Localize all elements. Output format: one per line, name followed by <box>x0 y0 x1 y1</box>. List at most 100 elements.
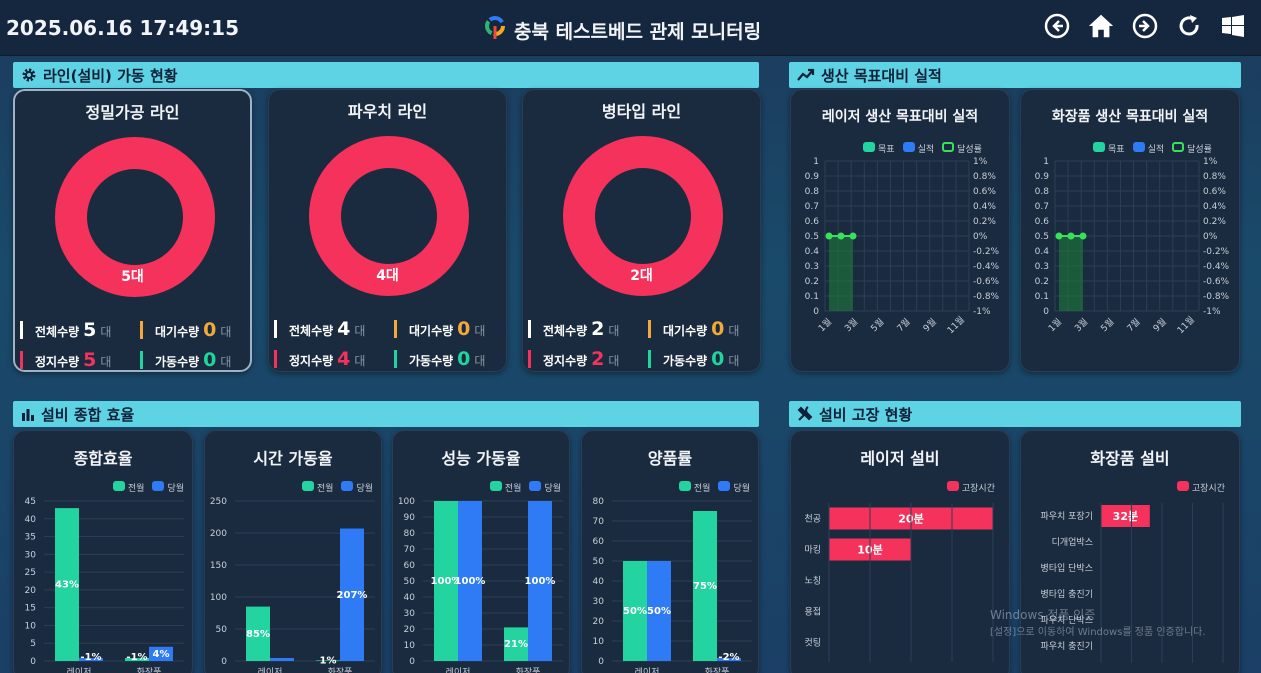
stat-label: 정지수량 <box>35 355 80 369</box>
y-tick-right: 1% <box>973 157 988 167</box>
legend-item: 당월 <box>718 481 750 494</box>
legend-swatch <box>678 481 691 491</box>
y-tick-left: 1 <box>1043 157 1049 167</box>
stop-count: 정지수량 4 대 <box>274 348 365 370</box>
legend-item: 전월 <box>112 481 144 494</box>
failure-chart-card: 레이저 설비 고장시간 천공 20분 마킹 10분 노칭 용접 컷팅 <box>790 430 1010 673</box>
y-category: 마킹 <box>804 544 821 556</box>
stat-label: 대기수량 <box>663 324 708 338</box>
y-tick: 60 <box>593 537 605 547</box>
line-card[interactable]: 정밀가공 라인 5대 전체수량 5 대 대기수량 0 대 정지수량 5 대 가동수량 0 대 <box>13 89 252 372</box>
chart-legend: 고장시간 <box>1176 481 1225 494</box>
y-tick-right: 0.6% <box>973 187 996 197</box>
y-tick-left: 0.8 <box>805 187 820 197</box>
y-tick: 45 <box>25 497 36 507</box>
legend-item: 전월 <box>489 481 522 494</box>
line-title: 파우치 라인 <box>347 102 428 121</box>
bar-value-label: -2% <box>718 652 739 663</box>
y-tick: 50 <box>593 557 605 567</box>
top-bar: 2025.06.16 17:49:15 충북 테스트베드 관제 모니터링 <box>0 0 1261 56</box>
donut-stop-segment <box>309 136 469 296</box>
y-tick-left: 0.7 <box>1035 202 1049 212</box>
back-circle-icon[interactable] <box>1043 12 1071 40</box>
indicator-bar <box>528 350 531 368</box>
stat-value: 4 <box>337 318 351 340</box>
y-tick: 20 <box>404 625 416 635</box>
achievement-bar <box>829 236 853 311</box>
legend-swatch <box>942 142 955 152</box>
legend-item: 전월 <box>301 481 333 494</box>
stat-unit: 대 <box>728 354 740 368</box>
legend-item: 달성률 <box>1172 142 1212 155</box>
x-tick: 1월 <box>1046 316 1064 334</box>
y-tick-right: 0.2% <box>973 217 996 227</box>
y-tick-right: 0.8% <box>973 172 996 182</box>
y-tick-left: 0.5 <box>805 232 819 242</box>
stat-label: 전체수량 <box>543 324 588 338</box>
y-tick-right: 0% <box>973 232 988 242</box>
bar <box>528 501 552 661</box>
y-tick-left: 0.2 <box>805 277 819 287</box>
line-card[interactable]: 병타입 라인 2대 전체수량 2 대 대기수량 0 대 정지수량 2 대 가동수량 0 대 <box>522 89 761 372</box>
legend-label: 당월 <box>733 484 750 494</box>
chart-legend: 전월 당월 <box>301 481 373 494</box>
stat-value: 0 <box>711 348 725 370</box>
legend-swatch <box>529 481 542 491</box>
section-title: 설비 종합 효율 <box>41 405 135 424</box>
y-tick-right: 1% <box>1203 157 1218 167</box>
nav-icons <box>1043 12 1247 40</box>
legend-label: 전월 <box>504 484 522 494</box>
wait-count: 대기수량 0 대 <box>648 318 739 340</box>
legend-swatch <box>902 142 915 152</box>
x-tick: 3월 <box>1072 316 1090 334</box>
chart-legend: 고장시간 <box>946 481 995 494</box>
indicator-bar <box>648 350 651 368</box>
y-tick: 0 <box>598 657 604 667</box>
y-tick-right: 0.8% <box>1203 172 1226 182</box>
forward-circle-icon[interactable] <box>1131 12 1159 40</box>
y-tick: 70 <box>404 545 416 555</box>
x-tick: 레이저 <box>446 667 471 673</box>
y-tick-right: -0.4% <box>973 262 1000 272</box>
line-title: 병타입 라인 <box>601 102 682 121</box>
bar-value-label: 1% <box>320 656 337 667</box>
y-tick-left: 0.1 <box>805 292 819 302</box>
x-tick: 레이저 <box>258 667 283 673</box>
legend-swatch <box>341 481 354 491</box>
y-category: 컷팅 <box>804 638 821 649</box>
bar <box>623 561 647 661</box>
legend-swatch <box>1176 481 1189 491</box>
efficiency-chart-card: 성능 가동율 전월 당월 100 90 80 70 60 50 40 30 20 10 0 100% 100%… <box>392 430 570 673</box>
legend-label: 당월 <box>356 484 373 494</box>
legend-label: 목표 <box>878 145 895 155</box>
line-card[interactable]: 파우치 라인 4대 전체수량 4 대 대기수량 0 대 정지수량 4 대 가동수량 0 대 <box>268 89 507 372</box>
x-tick: 3월 <box>842 316 860 334</box>
legend-item: 전월 <box>678 481 710 494</box>
refresh-icon[interactable] <box>1175 12 1203 40</box>
legend-label: 실적 <box>917 145 935 155</box>
trend-up-icon <box>797 68 815 81</box>
stat-unit: 대 <box>100 325 112 339</box>
y-tick-left: 0.3 <box>805 262 819 272</box>
legend-swatch <box>1172 142 1185 152</box>
windows-activation-watermark: Windows 정품 인증 [설정]으로 이동하여 Windows를 정품 인증… <box>990 606 1206 638</box>
efficiency-bar-chart: 45 40 35 30 25 20 15 10 5 0 43% -1% 레이저 -1% 4% 화장품 <box>25 497 184 673</box>
y-tick: 50 <box>404 577 416 587</box>
bar-value-label: -1% <box>126 652 147 663</box>
bar <box>270 658 294 661</box>
efficiency-chart-title: 시간 가동율 <box>253 449 333 468</box>
legend-swatch <box>112 481 125 491</box>
home-icon[interactable] <box>1087 12 1115 40</box>
y-tick: 100 <box>210 593 227 603</box>
stat-label: 전체수량 <box>35 325 80 339</box>
stat-value: 0 <box>203 319 217 341</box>
y-tick: 90 <box>404 513 416 523</box>
windows-icon[interactable] <box>1219 12 1247 40</box>
y-category: 파우치 단박스 <box>1040 614 1093 626</box>
x-tick: 9월 <box>1150 316 1168 334</box>
donut-chart <box>55 137 215 297</box>
x-tick: 11월 <box>1175 314 1197 336</box>
y-category: 용접 <box>804 606 821 618</box>
y-tick: 30 <box>25 550 37 560</box>
tools-icon <box>797 406 813 421</box>
